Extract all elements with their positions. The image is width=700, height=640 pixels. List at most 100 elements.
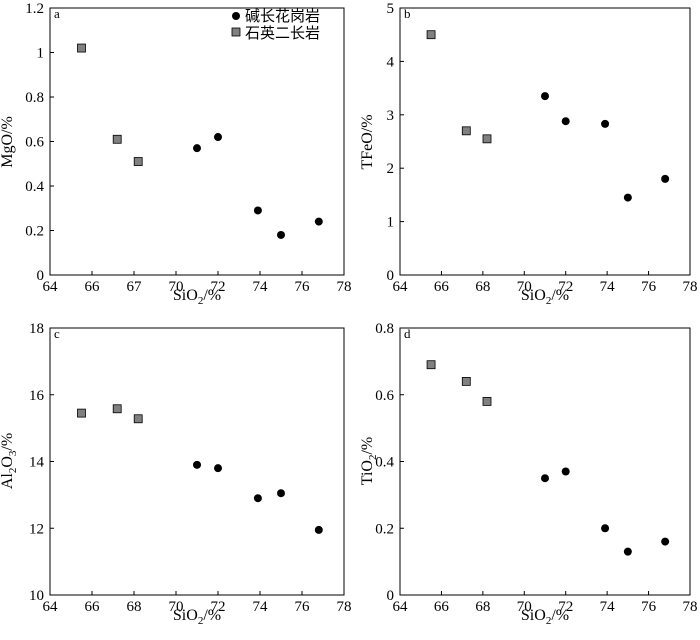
x-ticks: 64 66 68 70 72 74 76 78 [393, 591, 698, 615]
data-point-circle [193, 144, 201, 153]
data-point-square [112, 404, 122, 414]
data-point-square [482, 397, 492, 406]
x-tick-label: 64 [43, 599, 59, 615]
x-tick-label: 78 [337, 279, 352, 295]
x-tick-label: 66 [434, 599, 450, 615]
y-tick-label: 16 [29, 388, 45, 404]
x-tick-label: 70 [169, 279, 184, 295]
data-marks [77, 43, 323, 239]
y-tick-label: 0.8 [375, 321, 394, 337]
y-ticks: 10 12 14 16 18 [29, 321, 54, 604]
panel-a: a 碱长花岗岩 石英二长岩 64 66 67 70 72 74 76 78 0 0.2 0.4 0.… [0, 1, 352, 307]
x-tick-label: 78 [337, 599, 352, 615]
legend-circle-marker [232, 12, 240, 20]
y-tick-label: 1 [387, 215, 395, 231]
y-tick-label: 0.2 [375, 521, 394, 537]
data-point-square [133, 157, 143, 166]
x-tick-label: 64 [393, 279, 409, 295]
y-tick-label: 1.2 [25, 1, 44, 17]
x-tick-label: 78 [683, 279, 698, 295]
data-marks [426, 360, 670, 556]
data-point-circle [661, 174, 670, 183]
plot-frame [49, 7, 345, 276]
data-marks [77, 404, 323, 534]
x-axis-label: SiO2/% [521, 607, 569, 627]
data-point-circle [541, 474, 549, 483]
data-point-circle [253, 494, 262, 503]
y-tick-label: 2 [387, 161, 395, 177]
data-point-circle [314, 217, 323, 226]
y-axis-label: Al2O3/% [0, 433, 19, 489]
panel-d: d 64 66 68 70 72 74 76 78 00.20.40.60.8 SiO2/% … [359, 321, 698, 627]
y-ticks: 0 1 2 3 4 5 [387, 1, 404, 284]
y-tick-label: 10 [29, 588, 44, 604]
legend-square-marker [231, 27, 241, 37]
x-tick-label: 72 [558, 279, 573, 295]
x-tick-label: 67 [127, 279, 143, 295]
data-point-square [426, 30, 436, 40]
y-tick-label: 0 [387, 268, 395, 284]
panel-letter: a [54, 6, 60, 21]
data-point-circle [623, 193, 632, 202]
x-tick-label: 76 [641, 599, 657, 615]
x-tick-label: 66 [85, 599, 101, 615]
legend-label-alkali-feldspar-granite: 碱长花岗岩 [245, 7, 320, 25]
data-point-circle [214, 464, 222, 473]
data-point-square [461, 376, 471, 386]
data-marks [426, 30, 670, 202]
x-tick-label: 68 [475, 279, 490, 295]
data-point-square [426, 360, 436, 370]
y-tick-label: 0.4 [375, 455, 394, 471]
data-point-circle [623, 547, 632, 556]
x-tick-label: 64 [43, 279, 59, 295]
legend: 碱长花岗岩 石英二长岩 [231, 7, 320, 42]
x-tick-label: 76 [295, 279, 311, 295]
data-point-circle [193, 460, 201, 469]
x-tick-label: 64 [393, 599, 409, 615]
data-point-circle [561, 117, 570, 126]
y-tick-label: 0.4 [25, 179, 44, 195]
x-tick-label: 76 [641, 279, 657, 295]
data-point-circle [253, 206, 262, 215]
y-tick-label: 3 [387, 108, 395, 124]
y-axis-label: TiO2/% [359, 437, 379, 486]
data-point-circle [277, 489, 285, 498]
data-point-square [461, 126, 471, 136]
y-tick-label: 0 [37, 268, 45, 284]
y-tick-label: 18 [29, 321, 44, 337]
data-point-circle [601, 524, 610, 533]
y-tick-label: 12 [29, 521, 44, 537]
panel-c: c 64 66 68 70 72 74 76 78 10 12 14 16 18 SiO2/% Al2… [0, 321, 352, 627]
x-axis-label: SiO2/% [173, 607, 221, 627]
data-point-square [133, 414, 143, 424]
x-tick-label: 68 [127, 599, 142, 615]
x-tick-label: 78 [683, 599, 698, 615]
x-tick-label: 76 [295, 599, 311, 615]
y-tick-label: 4 [387, 54, 395, 70]
data-point-circle [561, 467, 570, 476]
plot-frame [399, 327, 691, 596]
x-ticks: 64 66 67 70 72 74 76 78 [43, 271, 352, 295]
x-tick-label: 70 [517, 279, 532, 295]
panel-letter: b [404, 6, 411, 21]
x-tick-label: 74 [253, 279, 269, 295]
y-tick-label: 1 [37, 46, 45, 62]
data-point-circle [214, 133, 222, 142]
y-axis-label: MgO/% [0, 116, 16, 168]
data-point-circle [277, 230, 285, 239]
y-tick-label: 0 [387, 588, 395, 604]
x-tick-label: 74 [600, 279, 616, 295]
x-tick-label: 66 [85, 279, 101, 295]
y-tick-label: 5 [387, 1, 395, 17]
x-axis-label: SiO2/% [173, 287, 221, 307]
data-point-circle [661, 537, 670, 546]
panel-letter: c [54, 326, 60, 341]
x-tick-label: 74 [253, 599, 269, 615]
x-tick-label: 72 [211, 279, 226, 295]
panel-letter: d [404, 326, 411, 341]
x-tick-label: 74 [600, 599, 616, 615]
x-tick-label: 68 [475, 599, 490, 615]
data-point-square [482, 134, 492, 144]
panel-b: b 64 66 68 70 72 74 76 78 0 1 2 3 4 5 SiO2/% TFeO/% [359, 1, 698, 307]
